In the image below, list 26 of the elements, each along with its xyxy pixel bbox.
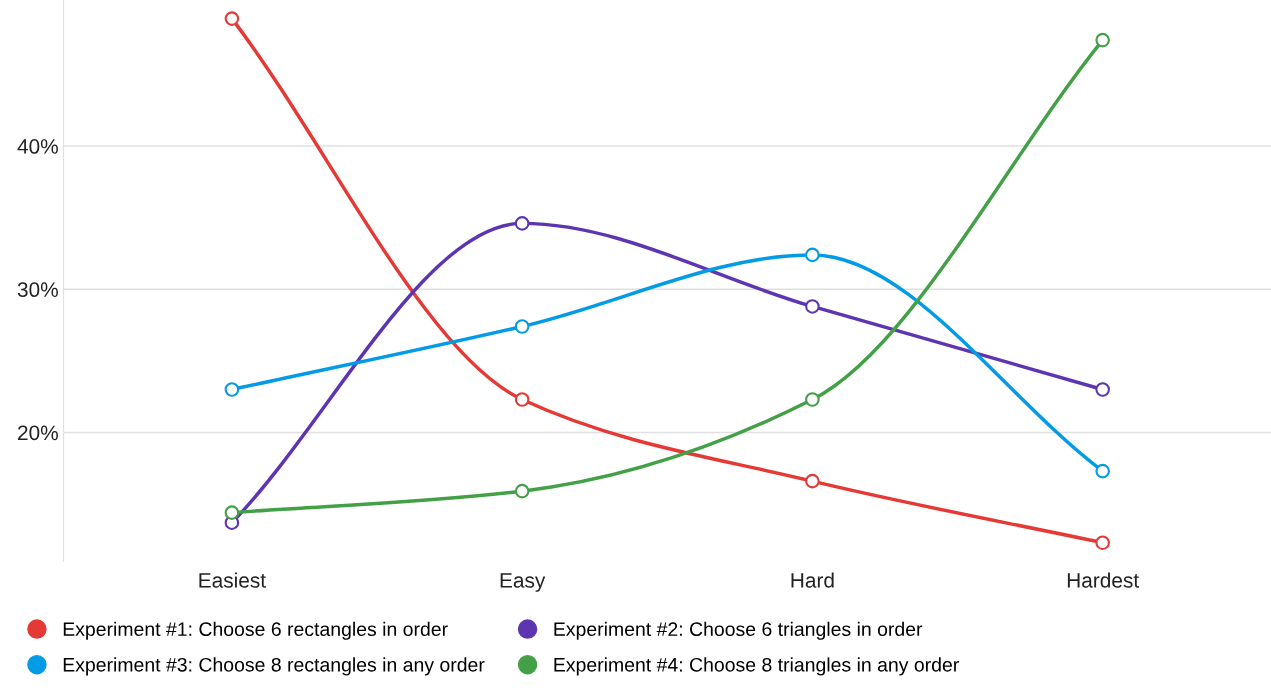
x-tick-label: Hard: [791, 572, 834, 588]
point: [514, 319, 530, 334]
point: [514, 483, 530, 499]
point: [1095, 382, 1110, 397]
point: [514, 392, 530, 407]
legend-label: Experiment #3: Choose 8 rectangles in any order: [63, 657, 485, 676]
point: [224, 505, 240, 520]
point: [514, 216, 530, 231]
point: [805, 473, 820, 489]
legend-label: Experiment #1: Choose 6 rectangles in order: [63, 621, 448, 640]
point: [805, 299, 820, 314]
point: [224, 382, 240, 397]
x-tick-label: Hardest: [1067, 572, 1139, 588]
legend-label: Experiment #2: Choose 6 triangles in order: [554, 621, 923, 640]
y-tick-label: 30%: [17, 282, 58, 298]
point: [1095, 535, 1110, 550]
y-tick-label: 40%: [17, 139, 58, 154]
y-tick-label: 20%: [18, 425, 58, 441]
point: [805, 247, 820, 263]
point: [1095, 463, 1110, 479]
x-tick-label: Easy: [500, 573, 546, 592]
legend-label: Experiment #4: Choose 8 triangles in any order: [554, 657, 959, 676]
point: [1095, 32, 1110, 48]
x-tick-label: Easiest: [199, 572, 266, 588]
point: [224, 11, 240, 26]
point: [805, 392, 820, 407]
